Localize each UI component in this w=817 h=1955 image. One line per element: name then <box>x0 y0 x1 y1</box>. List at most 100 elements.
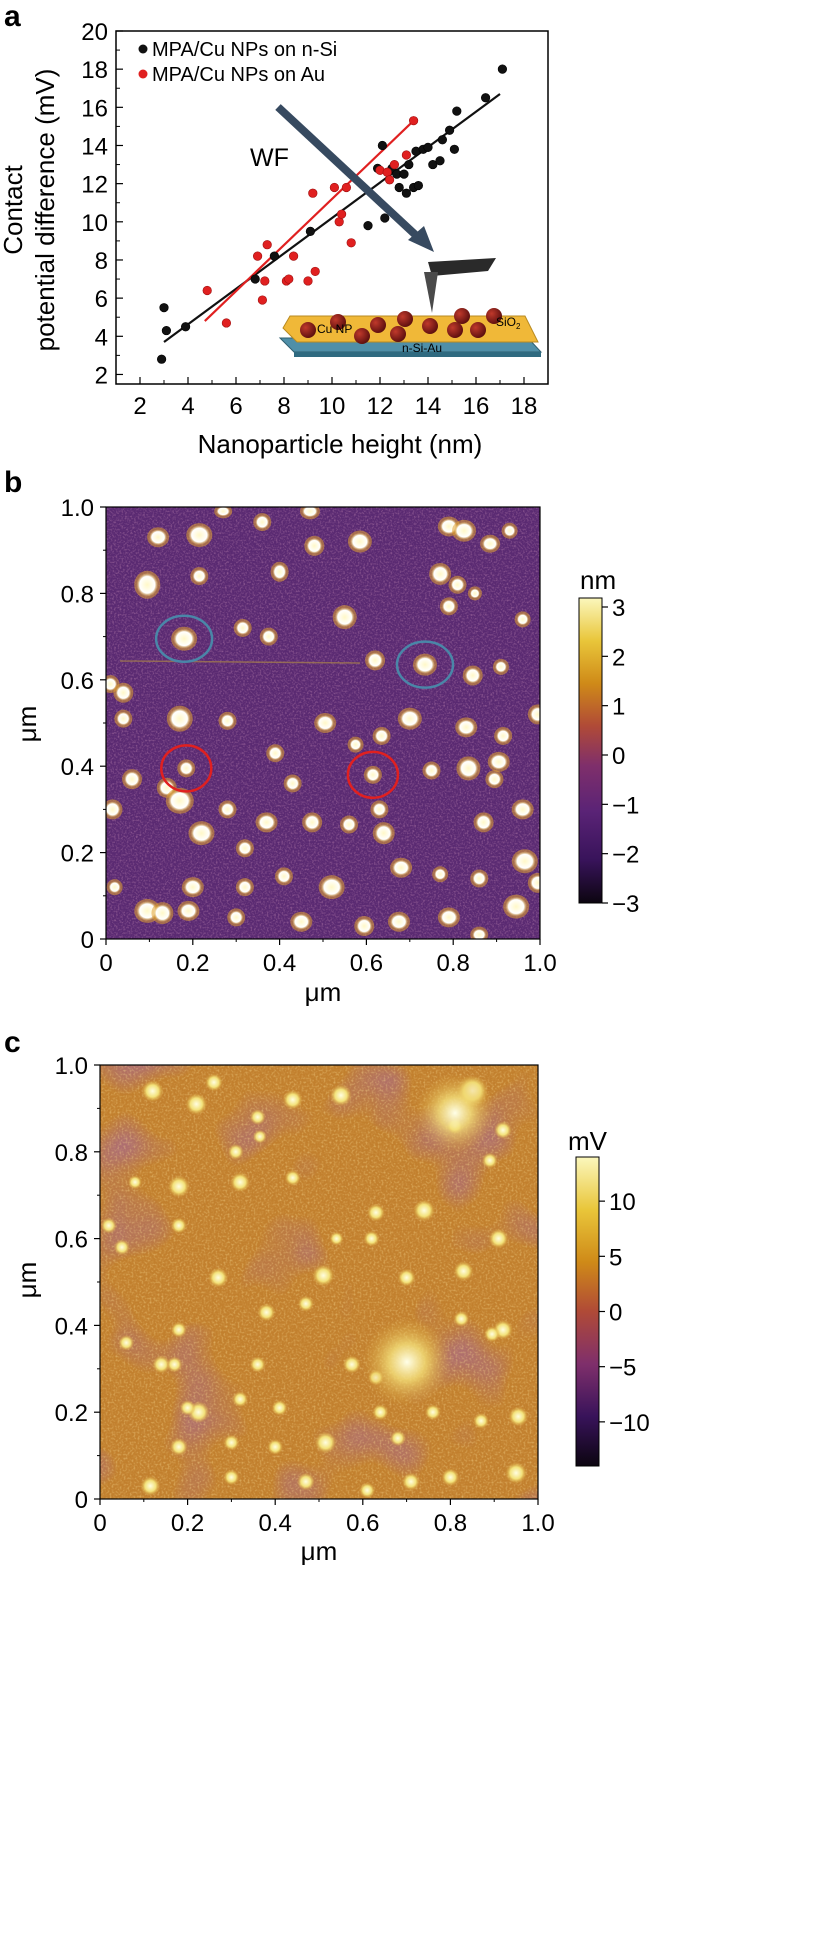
panel-b-letter: b <box>4 466 22 499</box>
nanoparticle <box>505 896 528 917</box>
x-tick-label-b: 0.6 <box>350 950 383 977</box>
blue-marker-circle <box>154 614 214 664</box>
potential-spot <box>296 1472 315 1491</box>
data-point-au <box>202 285 212 296</box>
y-tick-label-b: 0.2 <box>61 841 94 868</box>
blue-marker-circle <box>395 640 455 689</box>
red-marker-circle <box>160 744 213 793</box>
afm-cantilever <box>428 258 496 276</box>
potential-spot <box>271 1399 288 1416</box>
wf-arrow-shaft <box>275 104 424 243</box>
nanoparticle <box>276 869 291 884</box>
nanoparticle <box>183 879 202 896</box>
x-tick-label-c: 0.4 <box>259 1510 292 1537</box>
potential-spot <box>424 1404 441 1421</box>
nanoparticle <box>306 537 323 554</box>
y-axis-title-b: μm <box>12 706 42 743</box>
x-tick-label-b: 0.2 <box>176 950 209 977</box>
nanoparticle <box>334 607 355 628</box>
data-point-n-si <box>269 251 280 261</box>
nanoparticle <box>261 629 276 644</box>
nanoparticle <box>487 772 502 787</box>
nanoparticle <box>192 569 207 584</box>
data-point-n-si <box>161 325 171 336</box>
potential-spot <box>389 1430 406 1447</box>
scan-line-artifact <box>119 660 361 664</box>
nanoparticle <box>106 677 118 692</box>
legend-marker-au <box>138 69 148 79</box>
data-point-au <box>221 318 231 328</box>
data-point-au <box>289 251 299 261</box>
x-tick-label-a: 10 <box>319 393 346 420</box>
colorbar-c-tick-label: 0 <box>609 1300 622 1327</box>
x-tick-label-a: 14 <box>415 393 442 420</box>
nanoparticle <box>168 707 191 730</box>
y-axis-title-c: μm <box>12 1262 42 1299</box>
data-point-au <box>337 209 347 219</box>
data-point-au <box>409 116 419 126</box>
potential-spot <box>329 1231 344 1246</box>
x-tick-label-a: 2 <box>133 393 146 420</box>
data-point-au <box>260 276 270 286</box>
colorbar-b <box>578 597 603 904</box>
inset-label-oxide: SiO2 <box>496 315 521 331</box>
y-tick-label-c: 0.4 <box>55 1313 88 1340</box>
y-tick-label-c: 0.6 <box>55 1227 88 1254</box>
x-tick-label-c: 0 <box>93 1510 106 1537</box>
nanoparticle <box>320 877 343 898</box>
nanoparticle <box>494 660 507 673</box>
fit-line-n-si <box>163 93 501 343</box>
potential-spot <box>314 1431 337 1454</box>
potential-spot <box>257 1303 276 1322</box>
nanoparticle <box>255 515 270 530</box>
data-point-au <box>334 217 344 227</box>
inset-nanoparticle <box>300 322 316 338</box>
x-axis-title-b: μm <box>305 977 342 1007</box>
colorbar-b-tick-label: 2 <box>612 644 625 671</box>
inset-nanoparticle <box>454 308 470 324</box>
potential-spot <box>397 1268 416 1287</box>
nanoparticle <box>268 746 283 761</box>
potential-spot <box>249 1109 266 1126</box>
potential-spot <box>484 1326 501 1343</box>
panel-c-letter: c <box>4 1026 21 1059</box>
nanoparticle <box>496 728 511 743</box>
potential-spot <box>493 1121 512 1140</box>
potential-spot <box>167 1175 190 1198</box>
x-tick-label-c: 0.2 <box>171 1510 204 1537</box>
colorbar-c-unit: mV <box>568 1126 608 1156</box>
potential-spot <box>141 1080 164 1103</box>
potential-spot <box>441 1468 460 1487</box>
y-tick-label-a: 4 <box>95 324 108 351</box>
y-axis-title-a-line2: potential difference (mV) <box>30 69 60 352</box>
colorbar-c-tick-label: 5 <box>609 1244 622 1271</box>
nanoparticle <box>434 868 447 881</box>
potential-spot <box>366 1203 385 1222</box>
x-tick-label-a: 16 <box>463 393 490 420</box>
legend: MPA/Cu NPs on n-Si MPA/Cu NPs on Au <box>138 39 337 86</box>
potential-spot <box>453 1310 470 1327</box>
nanoparticle <box>529 706 540 723</box>
legend-label-n-si: MPA/Cu NPs on n-Si <box>152 39 337 61</box>
red-marker-circle <box>346 750 400 800</box>
potential-spot <box>359 1482 376 1499</box>
nanoparticle <box>292 913 311 930</box>
nanoparticle <box>115 684 132 701</box>
y-tick-label-c: 0 <box>75 1487 88 1514</box>
nanoparticle <box>349 738 362 751</box>
y-tick-label-c: 0.8 <box>55 1140 88 1167</box>
x-tick-label-a: 8 <box>277 393 290 420</box>
data-point-au <box>389 159 400 170</box>
nanoparticle <box>220 713 235 728</box>
potential-spot <box>508 1406 529 1427</box>
nanoparticle <box>237 841 252 856</box>
data-point-au <box>262 240 272 250</box>
nanoparticle <box>414 655 435 674</box>
colorbar-b-tick-label: −2 <box>612 842 639 869</box>
potential-spot <box>312 1264 335 1287</box>
x-tick-label-b: 1.0 <box>523 950 556 977</box>
inset-nanoparticle <box>354 328 370 344</box>
potential-spot <box>169 1437 188 1456</box>
data-point-au <box>310 266 320 277</box>
potential-spot <box>488 1228 509 1249</box>
